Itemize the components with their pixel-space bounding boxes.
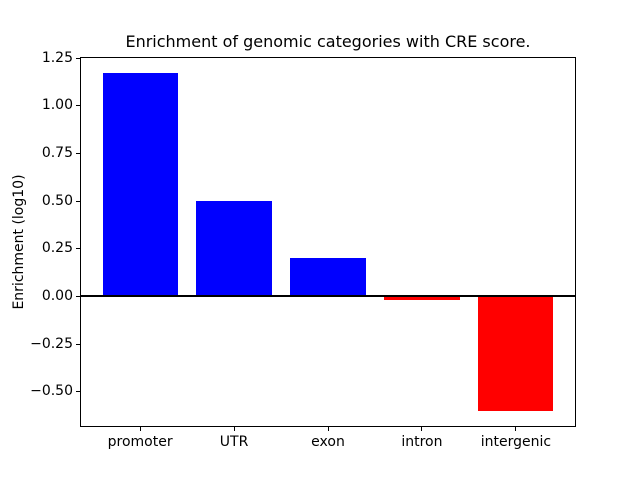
bar-UTR	[196, 201, 272, 297]
x-tick-label: intron	[401, 434, 443, 450]
y-tick-mark	[76, 343, 80, 345]
y-tick-mark	[76, 391, 80, 393]
y-tick-mark	[76, 105, 80, 107]
y-tick-label: 0.25	[41, 240, 73, 257]
y-tick-label: 1.25	[41, 49, 73, 66]
bar-intergenic	[478, 296, 554, 411]
x-tick-mark	[139, 427, 141, 431]
y-tick-mark	[76, 248, 80, 250]
y-tick-label: 1.00	[41, 97, 73, 114]
x-tick-label: intergenic	[480, 434, 552, 450]
y-tick-mark	[76, 152, 80, 154]
bar-intron	[384, 296, 460, 301]
y-tick-mark	[76, 57, 80, 59]
bar-promoter	[102, 73, 178, 297]
y-tick-mark	[76, 200, 80, 202]
y-tick-label: 0.50	[41, 192, 73, 209]
y-tick-label: −0.25	[30, 335, 73, 352]
chart-title: Enrichment of genomic categories with CR…	[125, 32, 531, 51]
y-tick-label: −0.50	[30, 383, 73, 400]
x-tick-label: exon	[311, 434, 345, 450]
x-tick-mark	[233, 427, 235, 431]
y-tick-label: 0.75	[41, 144, 73, 161]
zero-line	[80, 295, 576, 298]
x-tick-label: UTR	[219, 434, 249, 450]
bar-exon	[290, 258, 366, 297]
x-tick-mark	[421, 427, 423, 431]
x-tick-mark	[327, 427, 329, 431]
y-tick-mark	[76, 295, 80, 297]
x-tick-label: promoter	[107, 434, 173, 450]
y-tick-label: 0.00	[41, 287, 73, 304]
x-tick-mark	[515, 427, 517, 431]
